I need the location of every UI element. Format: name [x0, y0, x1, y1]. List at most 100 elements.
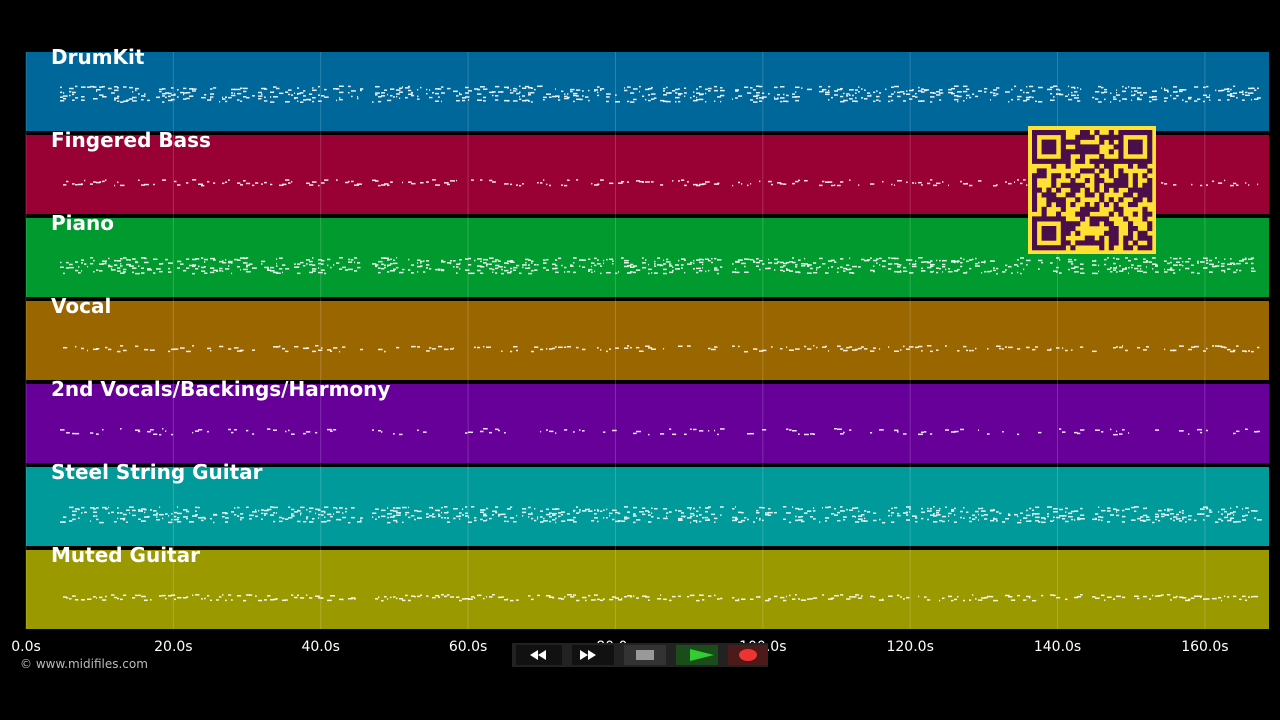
note: [1029, 85, 1034, 88]
note: [972, 514, 976, 517]
note: [666, 515, 668, 518]
note: [564, 184, 568, 187]
note: [129, 506, 134, 508]
note: [1170, 599, 1172, 601]
note: [1041, 517, 1046, 519]
note: [1182, 509, 1184, 512]
qr-module: [1118, 158, 1124, 164]
note: [84, 511, 87, 514]
note: [144, 261, 149, 264]
note: [1071, 86, 1076, 89]
note: [81, 512, 83, 514]
note: [408, 516, 411, 519]
qr-module: [1084, 202, 1090, 208]
note: [291, 508, 295, 511]
note: [1104, 98, 1106, 101]
note: [120, 265, 123, 267]
note: [789, 349, 794, 351]
note: [1041, 521, 1046, 524]
note: [780, 269, 784, 272]
note: [990, 91, 993, 94]
note: [1254, 89, 1257, 91]
note: [483, 427, 488, 430]
note: [780, 347, 783, 350]
qr-module: [1070, 139, 1076, 145]
note: [96, 181, 101, 184]
note: [561, 184, 564, 186]
note: [456, 266, 459, 268]
note: [492, 510, 497, 513]
note: [393, 268, 396, 271]
note: [693, 428, 697, 431]
note: [345, 510, 347, 513]
note: [1080, 518, 1085, 520]
note: [1053, 96, 1055, 98]
note: [858, 347, 862, 350]
note: [1182, 516, 1187, 519]
note: [162, 88, 166, 90]
note: [684, 184, 687, 187]
qr-module: [1032, 216, 1038, 222]
note: [321, 95, 325, 97]
note: [66, 267, 70, 269]
note: [1170, 269, 1175, 271]
note: [438, 515, 441, 517]
note: [204, 261, 206, 263]
note: [1032, 509, 1035, 512]
note: [552, 519, 556, 521]
note: [798, 271, 801, 274]
qr-module: [1051, 149, 1057, 155]
note: [321, 263, 324, 265]
note: [360, 348, 364, 351]
qr-module: [1051, 245, 1057, 251]
qr-module: [1147, 149, 1153, 155]
note: [627, 86, 631, 88]
note: [597, 183, 600, 186]
note: [930, 350, 933, 353]
note: [897, 271, 902, 273]
note: [1137, 517, 1141, 520]
note: [528, 272, 533, 275]
note: [333, 513, 335, 515]
qr-module: [1113, 226, 1119, 232]
note: [1080, 263, 1084, 265]
note: [102, 260, 107, 262]
note: [186, 596, 189, 598]
note: [1017, 433, 1020, 436]
note: [1227, 596, 1230, 598]
note: [1125, 98, 1127, 101]
note: [564, 596, 566, 598]
note: [696, 259, 701, 261]
note: [249, 263, 253, 265]
note: [630, 92, 635, 94]
note: [1257, 519, 1262, 521]
note: [213, 514, 218, 516]
note: [471, 596, 475, 598]
note: [330, 350, 333, 353]
note: [489, 257, 494, 259]
note: [828, 260, 833, 262]
note: [912, 515, 917, 517]
note: [768, 598, 772, 600]
note: [810, 267, 813, 270]
note: [1200, 261, 1205, 263]
note: [498, 266, 503, 268]
note: [768, 267, 771, 270]
note: [549, 520, 552, 523]
note: [975, 347, 977, 350]
note: [210, 271, 215, 274]
qr-module: [1075, 197, 1081, 203]
note: [936, 90, 940, 93]
note: [1125, 87, 1127, 89]
note: [540, 348, 544, 351]
note: [219, 100, 221, 103]
note: [171, 512, 173, 515]
note: [1116, 346, 1118, 348]
note: [1047, 513, 1050, 515]
note: [549, 430, 554, 433]
qr-module: [1123, 240, 1129, 246]
note: [942, 515, 947, 518]
note: [210, 96, 214, 98]
note: [705, 507, 710, 509]
qr-module: [1046, 158, 1052, 164]
